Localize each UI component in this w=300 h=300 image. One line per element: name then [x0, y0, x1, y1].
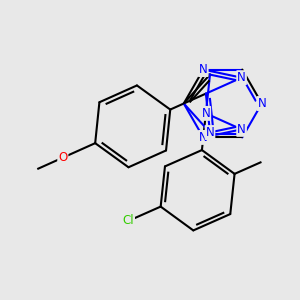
Text: N: N — [206, 126, 214, 139]
Text: O: O — [58, 151, 68, 164]
Text: N: N — [199, 63, 208, 76]
Text: N: N — [202, 107, 210, 120]
Text: N: N — [199, 131, 208, 144]
Text: Cl: Cl — [122, 214, 134, 227]
Text: N: N — [237, 71, 246, 84]
Text: N: N — [237, 123, 246, 136]
Text: N: N — [257, 97, 266, 110]
